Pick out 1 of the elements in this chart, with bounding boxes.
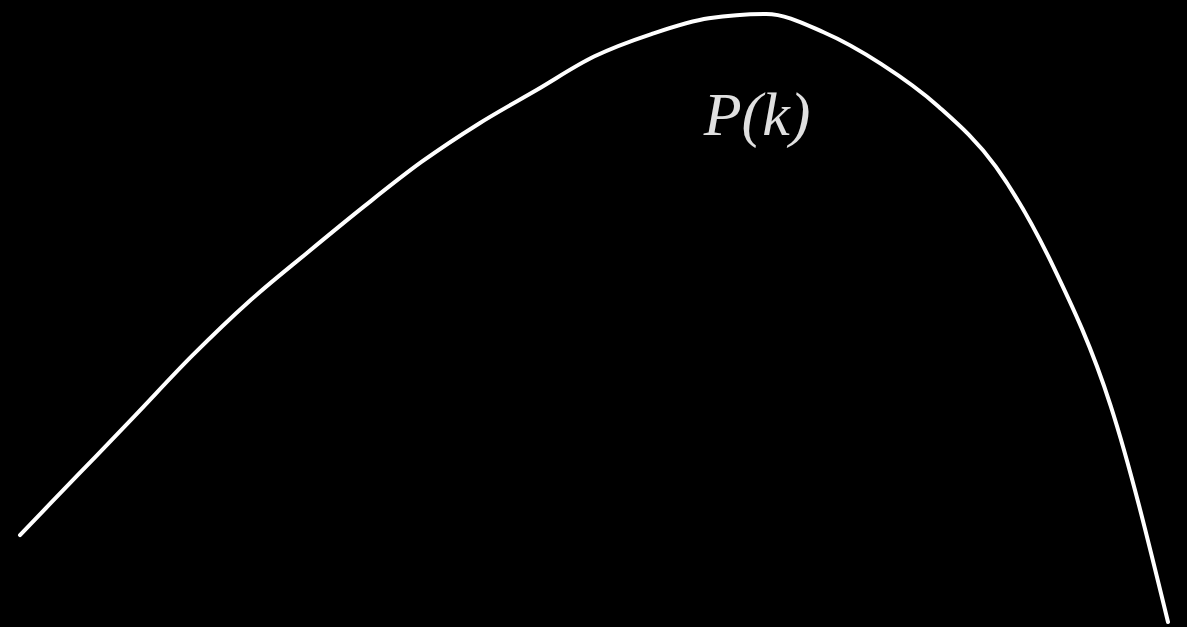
annotation: P(k) — [702, 80, 811, 149]
